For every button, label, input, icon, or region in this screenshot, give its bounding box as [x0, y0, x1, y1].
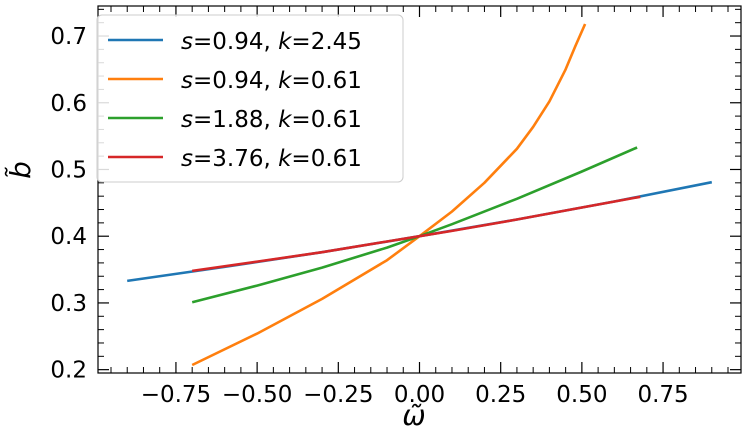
y-tick-label: 0.2	[50, 358, 87, 384]
legend-label-1: s=0.94, k=2.45	[181, 29, 362, 55]
legend-label-3: s=1.88, k=0.61	[181, 107, 362, 133]
legend-box	[96, 14, 404, 183]
legend-label-2: s=0.94, k=0.61	[181, 68, 362, 94]
y-tick-label: 0.4	[50, 224, 87, 250]
series-layer	[127, 23, 713, 367]
x-tick-label: −0.25	[303, 382, 373, 408]
axes-layer: −0.75 −0.50 −0.25 0.00 0.25 0.50 0.75 0.2 0.3 0.4…	[50, 5, 742, 408]
series-line-2	[191, 23, 587, 367]
y-tick-label: 0.6	[50, 91, 87, 117]
x-axis-label: ω̃	[402, 399, 425, 432]
legend: s=0.94, k=2.45 s=0.94, k=0.61 s=1.88, k=0.…	[96, 14, 404, 183]
x-tick-label: −0.50	[222, 382, 292, 408]
x-tick-label: −0.75	[141, 382, 211, 408]
y-tick-label: 0.3	[50, 291, 87, 317]
y-tick-label: 0.7	[50, 24, 87, 50]
series-line-4	[192, 195, 641, 273]
y-tick-label: 0.5	[50, 157, 87, 183]
x-tick-label: 0.00	[394, 382, 445, 408]
x-tick-label: 0.75	[637, 382, 688, 408]
series-line-1	[127, 180, 713, 283]
y-axis-label: b̃	[4, 161, 37, 179]
legend-label-4: s=3.76, k=0.61	[181, 146, 362, 172]
x-tick-label: 0.50	[556, 382, 607, 408]
x-tick-label: 0.25	[475, 382, 526, 408]
